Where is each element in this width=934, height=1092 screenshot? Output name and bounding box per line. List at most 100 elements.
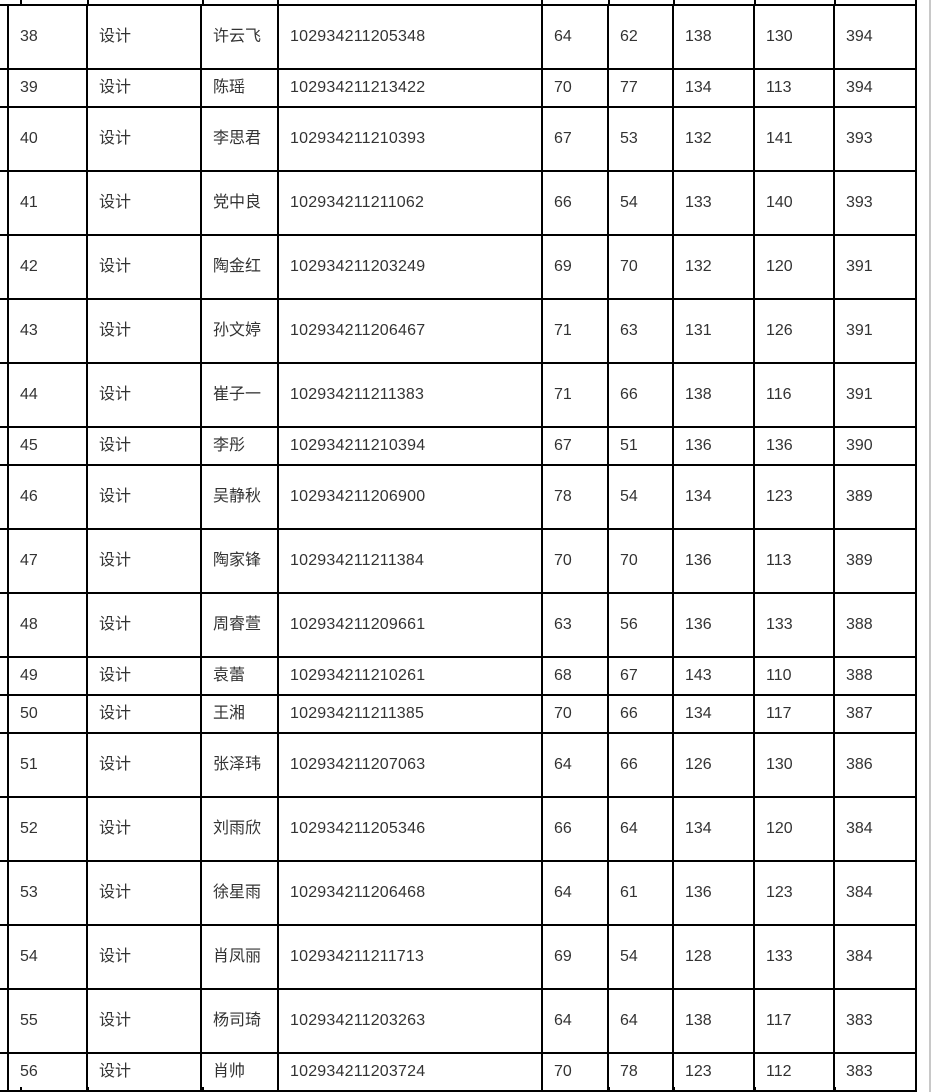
table-cell-rank: 42 [7, 234, 88, 300]
table-cell-score2: 63 [607, 298, 674, 364]
table-cell-score1: 69 [541, 234, 609, 300]
table-row: 46 设计 吴静秋 102934211206900 78 54 134 123 … [0, 464, 917, 530]
scrollbar[interactable] [929, 0, 931, 1092]
table-cell-exam-id: 102934211210261 [277, 656, 543, 696]
table-cell-score2: 78 [607, 1052, 674, 1092]
table-cell-total: 383 [833, 988, 917, 1054]
table-cell-clipped-left [0, 592, 9, 658]
table-cell-total: 393 [833, 106, 917, 172]
table-cell-clipped-left [0, 694, 9, 734]
student-name: 刘雨欣 [213, 820, 262, 837]
table-cell-clipped-left [0, 1052, 9, 1092]
table-cell-score3: 123 [672, 1052, 755, 1092]
table-cell-exam-id: 102934211207063 [277, 732, 543, 798]
table-cell-score2: 54 [607, 170, 674, 236]
student-name: 肖凤丽 [213, 948, 262, 965]
table-cell-score2: 66 [607, 694, 674, 734]
table-cell-clipped-left [0, 924, 9, 990]
table-cell-score2: 70 [607, 234, 674, 300]
table-cell-score3: 134 [672, 464, 755, 530]
table-cell-score4: 133 [753, 924, 835, 990]
table-row: 48 设计 周睿萱 102934211209661 63 56 136 133 … [0, 592, 917, 658]
table-row: 56 设计 肖帅 102934211203724 70 78 123 112 3… [0, 1052, 917, 1092]
table-cell-score1: 71 [541, 362, 609, 428]
table-cell-score4: 123 [753, 464, 835, 530]
table-cell-total: 383 [833, 1052, 917, 1092]
table-cell-major: 设计 [86, 860, 202, 926]
table-cell-rank: 55 [7, 988, 88, 1054]
table-cell-total: 394 [833, 4, 917, 70]
table-cell-score4: 112 [753, 1052, 835, 1092]
table-cell-score2: 56 [607, 592, 674, 658]
table-cell-major: 设计 [86, 68, 202, 108]
table-cell-exam-id: 102934211209661 [277, 592, 543, 658]
table-cell-major: 设计 [86, 362, 202, 428]
table-cell-score2: 67 [607, 656, 674, 696]
student-name: 徐星雨 [213, 884, 262, 901]
table-cell-major: 设计 [86, 732, 202, 798]
table-cell-score3: 134 [672, 796, 755, 862]
table-cell-score3: 136 [672, 426, 755, 466]
table-cell-name: 许云飞 [200, 4, 279, 70]
table-row: 40 设计 李思君 102934211210393 67 53 132 141 … [0, 106, 917, 172]
table-row: 38 设计 许云飞 102934211205348 64 62 138 130 … [0, 4, 917, 70]
table-cell-score3: 132 [672, 234, 755, 300]
table-cell-score2: 51 [607, 426, 674, 466]
table-cell-rank: 53 [7, 860, 88, 926]
table-cell-score2: 64 [607, 796, 674, 862]
table-cell-name: 陈瑶 [200, 68, 279, 108]
table-row: 39 设计 陈瑶 102934211213422 70 77 134 113 3… [0, 68, 917, 108]
table-cell-major: 设计 [86, 656, 202, 696]
table-cell-total: 384 [833, 860, 917, 926]
table-cell-major: 设计 [86, 924, 202, 990]
table-cell-major: 设计 [86, 694, 202, 734]
table-cell-clipped-left [0, 234, 9, 300]
table-cell-score3: 138 [672, 988, 755, 1054]
table-row: 51 设计 张泽玮 102934211207063 64 66 126 130 … [0, 732, 917, 798]
table-cell-score3: 133 [672, 170, 755, 236]
table-cell-score4: 120 [753, 234, 835, 300]
table-cell-score4: 126 [753, 298, 835, 364]
table-cell-score4: 110 [753, 656, 835, 696]
table-cell-clipped-left [0, 170, 9, 236]
table-cell-score1: 66 [541, 170, 609, 236]
student-name: 周睿萱 [213, 616, 262, 633]
table-row: 50 设计 王湘 102934211211385 70 66 134 117 3… [0, 694, 917, 734]
student-name: 杨司琦 [213, 1012, 262, 1029]
table-cell-exam-id: 102934211210394 [277, 426, 543, 466]
table-cell-exam-id: 102934211205348 [277, 4, 543, 70]
table-cell-score3: 128 [672, 924, 755, 990]
student-name: 崔子一 [213, 386, 262, 403]
table-cell-score3: 132 [672, 106, 755, 172]
table-row: 41 设计 党中良 102934211211062 66 54 133 140 … [0, 170, 917, 236]
table-cell-score1: 70 [541, 1052, 609, 1092]
table-cell-score1: 68 [541, 656, 609, 696]
table-cell-clipped-left [0, 860, 9, 926]
table-cell-total: 387 [833, 694, 917, 734]
table-cell-exam-id: 102934211211383 [277, 362, 543, 428]
table-row: 55 设计 杨司琦 102934211203263 64 64 138 117 … [0, 988, 917, 1054]
table-cell-score4: 130 [753, 4, 835, 70]
table-cell-major: 设计 [86, 528, 202, 594]
table-cell-score2: 61 [607, 860, 674, 926]
table-cell-score3: 143 [672, 656, 755, 696]
scores-table: 38 设计 许云飞 102934211205348 64 62 138 130 … [0, 4, 917, 1092]
table-cell-total: 393 [833, 170, 917, 236]
table-cell-clipped-left [0, 732, 9, 798]
table-cell-name: 王湘 [200, 694, 279, 734]
table-cell-clipped-left [0, 106, 9, 172]
table-cell-name: 陶金红 [200, 234, 279, 300]
table-cell-score1: 66 [541, 796, 609, 862]
table-cell-score3: 126 [672, 732, 755, 798]
table-cell-total: 388 [833, 656, 917, 696]
table-cell-score1: 70 [541, 68, 609, 108]
table-cell-clipped-left [0, 988, 9, 1054]
table-cell-major: 设计 [86, 234, 202, 300]
table-cell-score3: 134 [672, 694, 755, 734]
table-row: 49 设计 袁蕾 102934211210261 68 67 143 110 3… [0, 656, 917, 696]
table-cell-exam-id: 102934211206900 [277, 464, 543, 530]
table-cell-score2: 54 [607, 464, 674, 530]
table-cell-exam-id: 102934211213422 [277, 68, 543, 108]
table-cell-score2: 64 [607, 988, 674, 1054]
table-cell-rank: 41 [7, 170, 88, 236]
